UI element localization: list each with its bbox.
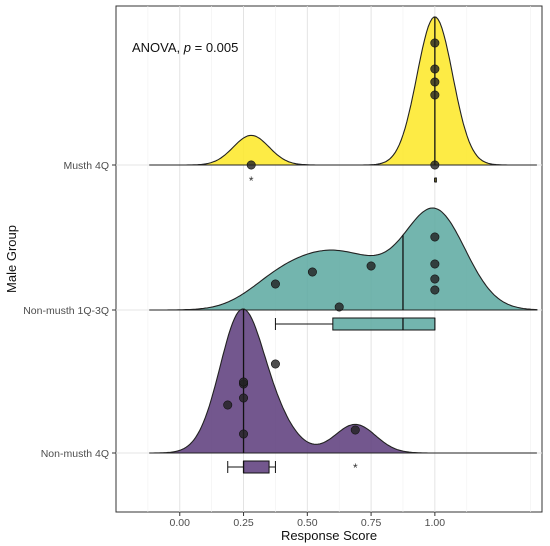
data-point (430, 232, 440, 242)
data-point (307, 267, 317, 277)
data-point (334, 302, 344, 312)
data-point (430, 259, 440, 269)
data-point (430, 64, 440, 74)
density-1 (149, 207, 538, 311)
data-point (430, 38, 440, 48)
y-tick-label: Musth 4Q (63, 160, 109, 172)
data-point (223, 400, 233, 410)
data-point (430, 90, 440, 100)
data-point (430, 77, 440, 87)
x-tick-labels: 0.00 0.25 0.50 0.75 1.00 (170, 512, 446, 529)
y-axis-title: Male Group (4, 225, 19, 293)
data-point (239, 429, 249, 439)
outlier-marker: * (249, 174, 254, 188)
x-tick-label: 0.50 (297, 517, 318, 529)
x-tick-label: 0.25 (233, 517, 254, 529)
y-tick-label: Non-musth 1Q-3Q (23, 305, 109, 317)
data-point (239, 393, 249, 403)
box-iqr (332, 317, 436, 331)
data-point (246, 160, 256, 170)
x-axis-title: Response Score (281, 528, 377, 543)
x-tick-label: 0.00 (170, 517, 191, 529)
box-plots: ** (227, 174, 437, 475)
data-points (223, 38, 440, 439)
y-tick-labels: Musth 4Q Non-musth 1Q-3Q Non-musth 4Q (23, 160, 116, 460)
outlier-marker: * (353, 461, 358, 475)
density-0 (149, 16, 537, 166)
data-point (350, 425, 360, 435)
data-point (430, 160, 440, 170)
x-tick-label: 1.00 (425, 517, 446, 529)
box-iqr (243, 460, 270, 474)
data-point (270, 279, 280, 289)
data-point (430, 274, 440, 284)
density-2 (149, 308, 537, 454)
anova-annotation: ANOVA, p = 0.005 (132, 40, 238, 55)
data-point (366, 261, 376, 271)
x-tick-label: 0.75 (361, 517, 382, 529)
y-tick-label: Non-musth 4Q (41, 448, 109, 460)
data-point (430, 285, 440, 295)
data-point (239, 377, 249, 387)
data-point (270, 359, 280, 369)
